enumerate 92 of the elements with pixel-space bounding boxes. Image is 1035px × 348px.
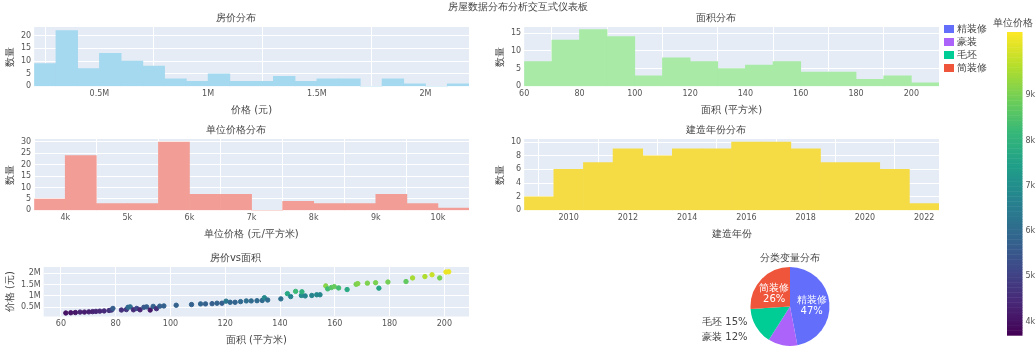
x-tick-label: 100 xyxy=(627,89,643,99)
x-tick-label: 80 xyxy=(110,319,121,329)
legend-label: 精装修 xyxy=(956,22,987,35)
x-tick-label: 120 xyxy=(682,89,698,99)
y-tick-label: 20 xyxy=(20,30,32,40)
y-tick-label: 0.5M xyxy=(21,302,41,312)
color-bar-title: 单位价格 xyxy=(993,16,1033,28)
y-tick-label: 1M xyxy=(28,290,41,300)
y-tick-label: 10 xyxy=(20,182,32,192)
y-tick-label: 0 xyxy=(26,81,32,91)
y-tick-label: 0 xyxy=(516,205,522,215)
legend-label: 简装修 xyxy=(956,61,987,74)
x-axis-title: 建造年份 xyxy=(710,227,752,239)
color-bar-label: 8k xyxy=(1025,135,1035,145)
y-tick-label: 5 xyxy=(26,194,32,204)
slice-label: 简装修 xyxy=(759,281,790,293)
y-tick-label: 4 xyxy=(516,178,522,188)
color-bar-label: 5k xyxy=(1025,271,1035,281)
chart-title: 单位价格分布 xyxy=(205,123,266,135)
x-tick-label: 140 xyxy=(737,89,754,99)
legend-label: 豪装 xyxy=(956,35,978,48)
x-tick-label: 9k xyxy=(370,213,382,223)
color-bar-label: 6k xyxy=(1025,226,1035,236)
x-tick-label: 160 xyxy=(327,319,343,329)
y-tick-label: 10 xyxy=(510,45,522,55)
y-tick-label: 8 xyxy=(516,150,522,160)
data-label: 26% xyxy=(763,292,786,304)
x-tick-label: 2016 xyxy=(736,213,757,223)
x-tick-label: 180 xyxy=(848,89,864,99)
y-tick-label: 10 xyxy=(510,137,522,147)
x-tick-label: 2018 xyxy=(795,213,816,223)
x-tick-label: 60 xyxy=(55,319,66,329)
y-axis-title: 数量 xyxy=(493,46,505,67)
y-tick-label: 0 xyxy=(26,205,32,215)
y-axis-title: 数量 xyxy=(3,46,15,67)
chart-title: 面积分布 xyxy=(695,11,736,23)
x-axis-title: 价格 (元) xyxy=(230,103,273,115)
x-tick-label: 2014 xyxy=(676,213,698,223)
x-tick-label: 1M xyxy=(202,89,215,99)
y-tick-label: 15 xyxy=(20,43,32,53)
x-tick-label: 4k xyxy=(60,213,71,223)
x-tick-label: 2010 xyxy=(558,213,579,223)
x-tick-label: 120 xyxy=(217,319,233,329)
x-tick-label: 2020 xyxy=(854,213,876,223)
y-tick-label: 15 xyxy=(510,28,522,38)
chart-title: 房价分布 xyxy=(215,11,256,23)
y-axis-title: 价格 (元) xyxy=(3,271,15,314)
category-label: 毛坯 15% xyxy=(702,315,748,327)
y-tick-label: 2 xyxy=(516,191,522,201)
slice-label: 精装修 xyxy=(796,294,827,306)
x-tick-label: 2012 xyxy=(617,213,639,223)
category-label: 豪装 12% xyxy=(702,330,748,342)
x-tick-label: 180 xyxy=(381,319,398,329)
x-tick-label: 200 xyxy=(903,89,919,99)
y-tick-label: 0 xyxy=(516,81,522,91)
x-tick-label: 80 xyxy=(574,89,585,99)
legend-label: 毛坯 xyxy=(956,48,978,61)
x-tick-label: 0.5M xyxy=(89,89,110,99)
y-tick-label: 6 xyxy=(516,164,522,174)
x-tick-label: 1.5M xyxy=(307,89,327,99)
chart-title: 房价vs面积 xyxy=(209,251,262,263)
y-tick-label: 1.5M xyxy=(21,279,41,289)
x-tick-label: 2022 xyxy=(914,213,935,223)
text: 房屋数据分布分析交互式仪表板 xyxy=(447,1,588,12)
x-axis-title: 面积 (平方米) xyxy=(701,103,763,115)
y-axis-title: 数量 xyxy=(3,164,15,185)
x-tick-label: 200 xyxy=(436,319,452,329)
x-tick-label: 100 xyxy=(162,319,179,329)
y-tick-label: 20 xyxy=(20,159,32,169)
color-bar-label: 7k xyxy=(1025,180,1035,190)
x-tick-label: 2M xyxy=(419,89,432,99)
x-tick-label: 8k xyxy=(308,213,319,223)
x-tick-label: 6k xyxy=(184,213,195,223)
x-tick-label: 60 xyxy=(519,89,530,99)
x-tick-label: 5k xyxy=(122,213,133,223)
x-tick-label: 10k xyxy=(430,213,446,223)
y-tick-label: 2M xyxy=(28,268,41,278)
y-tick-label: 15 xyxy=(20,171,32,181)
y-tick-label: 5 xyxy=(516,63,522,73)
x-axis-title: 单位价格 (元/平方米) xyxy=(204,227,299,239)
text: 分类变量分布 xyxy=(760,251,820,263)
y-tick-label: 10 xyxy=(20,56,32,66)
x-tick-label: 7k xyxy=(246,213,257,223)
x-axis-title: 面积 (平方米) xyxy=(225,333,287,345)
y-tick-label: 25 xyxy=(20,148,32,158)
x-tick-label: 140 xyxy=(272,319,288,329)
data-label: 47% xyxy=(800,305,823,317)
x-tick-label: 160 xyxy=(793,89,809,99)
y-axis-title: 数量 xyxy=(493,164,505,185)
chart-title: 建造年份分布 xyxy=(684,123,746,135)
y-tick-label: 30 xyxy=(20,137,32,147)
y-tick-label: 5 xyxy=(26,68,32,78)
